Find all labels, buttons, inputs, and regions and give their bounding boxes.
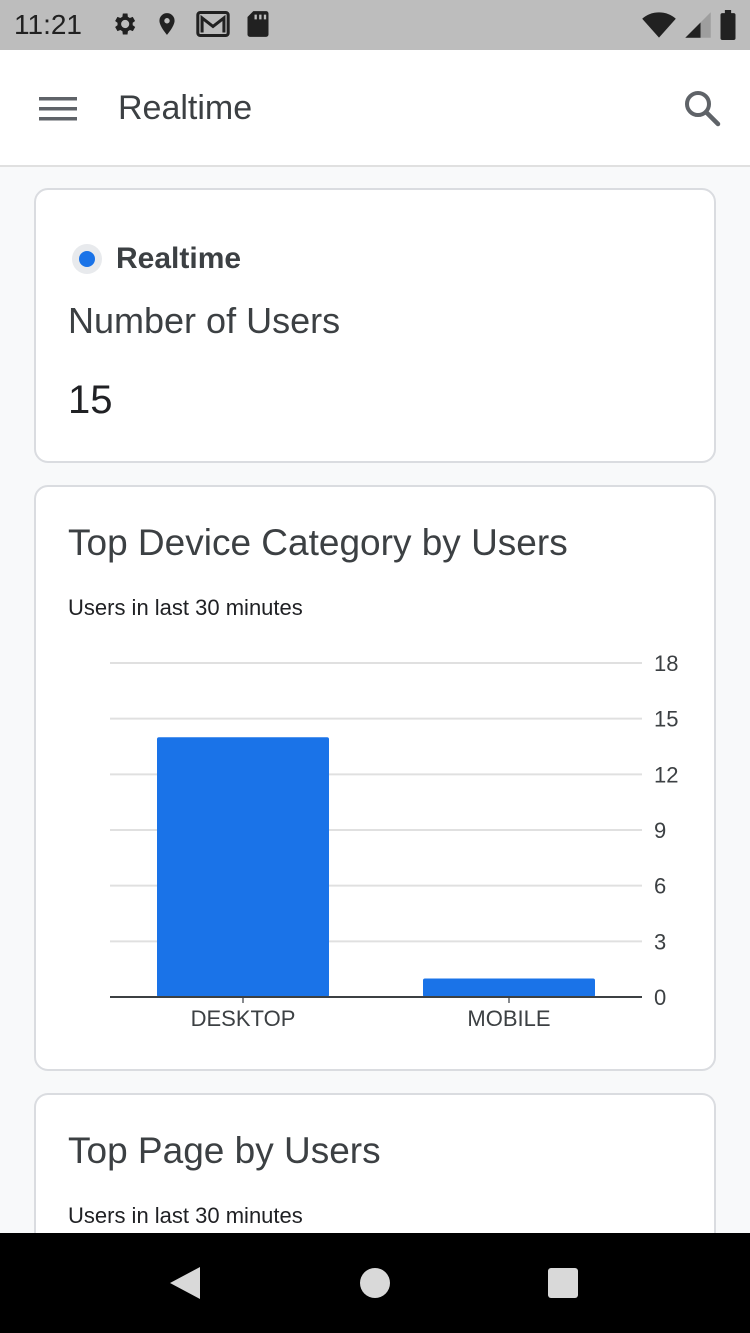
- users-count: 15: [68, 378, 113, 422]
- wifi-icon: [642, 12, 676, 38]
- battery-icon: [720, 10, 736, 40]
- device-bar-chart: 0 3 6 9 12 15 18 DESKTOP MOBILE: [110, 651, 678, 1031]
- page-card-subtitle: Users in last 30 minutes: [68, 1203, 303, 1228]
- y-tick-label: 6: [654, 874, 666, 899]
- device-card-title: Top Device Category by Users: [68, 522, 568, 563]
- home-icon[interactable]: [359, 1267, 391, 1299]
- back-icon[interactable]: [168, 1265, 202, 1301]
- y-tick-label: 12: [654, 762, 678, 787]
- system-nav-bar: [0, 1233, 750, 1333]
- number-of-users-title: Number of Users: [68, 300, 341, 341]
- realtime-indicator: Realtime: [72, 242, 241, 276]
- hamburger-menu-icon: [39, 97, 77, 121]
- x-tick-label: DESKTOP: [191, 1006, 296, 1031]
- status-icons-right: [642, 10, 736, 40]
- device-card-subtitle: Users in last 30 minutes: [68, 595, 303, 620]
- recents-icon[interactable]: [547, 1267, 579, 1299]
- sd-card-icon: [247, 11, 269, 37]
- x-tick-label: MOBILE: [467, 1006, 550, 1031]
- status-time: 11:21: [14, 9, 82, 40]
- app-bar: Realtime: [0, 50, 750, 167]
- y-tick-label: 18: [654, 651, 678, 676]
- bar-mobile[interactable]: [423, 978, 595, 997]
- y-tick-label: 0: [654, 985, 666, 1010]
- bar-desktop[interactable]: [157, 737, 329, 997]
- y-tick-label: 15: [654, 707, 678, 732]
- search-button[interactable]: [680, 86, 724, 130]
- gmail-icon: [196, 10, 230, 38]
- gear-icon: [115, 13, 136, 35]
- status-bar: 11:21: [0, 0, 750, 50]
- location-pin-icon: [159, 13, 175, 35]
- realtime-card[interactable]: Realtime Number of Users 15: [34, 188, 716, 463]
- device-category-card[interactable]: Top Device Category by Users Users in la…: [34, 485, 716, 1071]
- status-icons-left: [110, 10, 270, 38]
- menu-button[interactable]: [36, 88, 80, 132]
- cell-signal-icon: [685, 12, 711, 38]
- live-dot-icon: [72, 244, 102, 274]
- app-title: Realtime: [118, 89, 253, 127]
- search-icon: [685, 91, 721, 127]
- realtime-label: Realtime: [116, 242, 242, 275]
- page-card-title: Top Page by Users: [68, 1130, 381, 1171]
- y-tick-label: 3: [654, 929, 666, 954]
- y-tick-label: 9: [654, 818, 666, 843]
